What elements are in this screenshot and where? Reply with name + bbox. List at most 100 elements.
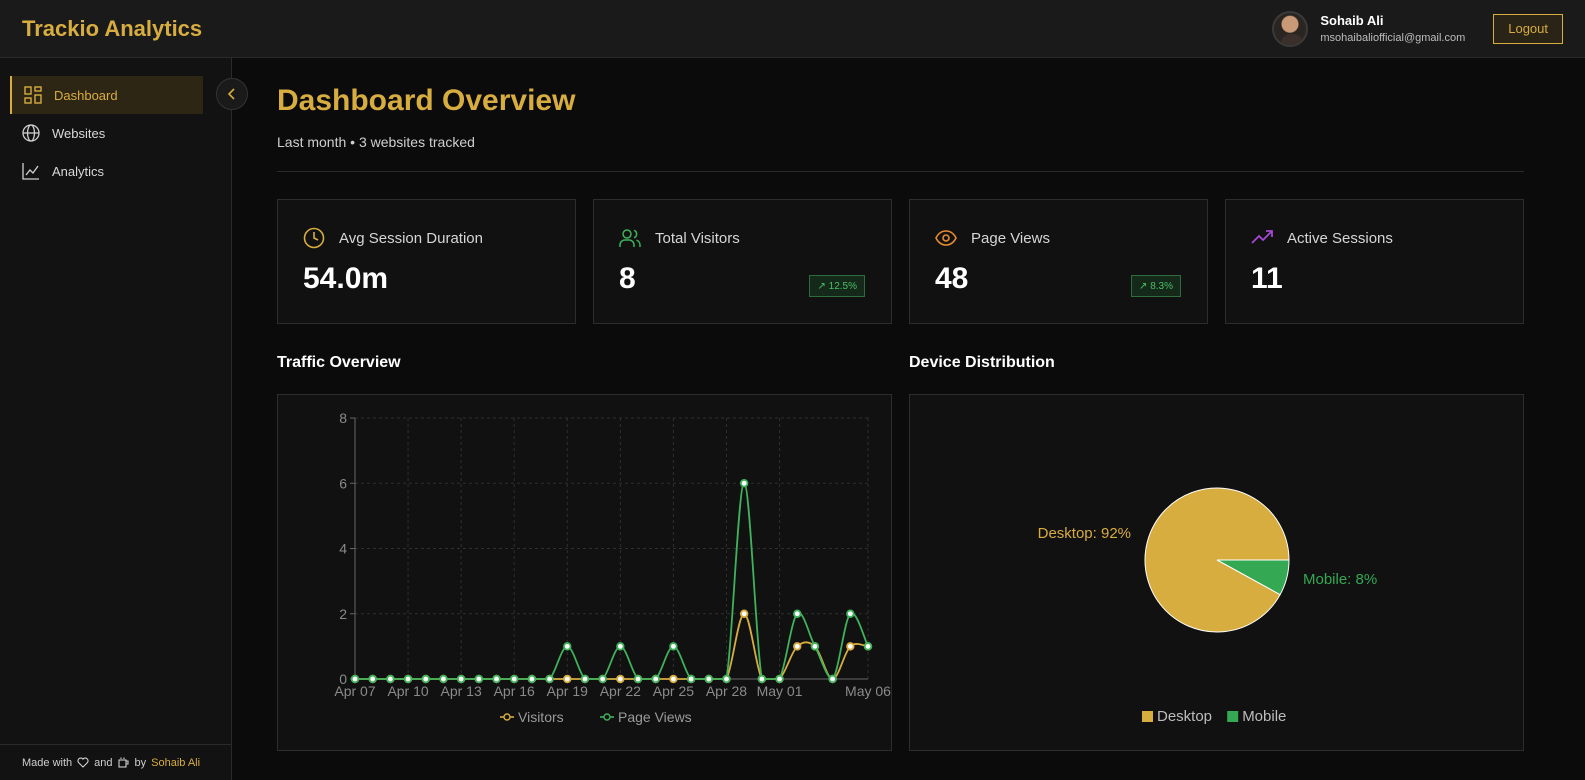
series-line bbox=[355, 482, 869, 680]
data-point bbox=[775, 674, 784, 684]
footer-author-link[interactable]: Sohaib Ali bbox=[151, 756, 201, 769]
data-point bbox=[739, 609, 749, 618]
x-tick-label: May 06 bbox=[845, 683, 891, 699]
data-point bbox=[368, 674, 377, 684]
chevron-left-icon bbox=[227, 88, 235, 100]
sidebar-item-websites[interactable]: Websites bbox=[10, 114, 203, 152]
data-point bbox=[863, 642, 873, 651]
trend-badge: ↗ 12.5% bbox=[809, 275, 865, 297]
avatar[interactable] bbox=[1272, 10, 1309, 47]
legend-marker bbox=[503, 713, 511, 721]
stat-label: Avg Session Duration bbox=[339, 229, 483, 247]
sidebar: Dashboard Websites Analytics Made with a… bbox=[0, 58, 248, 780]
data-point bbox=[580, 674, 590, 684]
data-point bbox=[739, 479, 749, 488]
user-name: Sohaib Ali bbox=[1320, 13, 1384, 28]
sidebar-item-analytics[interactable]: Analytics bbox=[10, 152, 203, 190]
device-chart-panel: Desktop: 92% Mobile: 8% Desktop Mobile bbox=[909, 394, 1524, 751]
x-tick-label: Apr 28 bbox=[706, 683, 747, 699]
legend-label: Desktop bbox=[1157, 708, 1212, 725]
data-point bbox=[793, 642, 802, 651]
stat-value: 48 bbox=[935, 262, 969, 295]
data-point bbox=[669, 642, 678, 651]
data-point bbox=[828, 674, 837, 684]
data-point bbox=[793, 609, 802, 618]
logout-button[interactable]: Logout bbox=[1493, 13, 1563, 44]
legend-label: Page Views bbox=[618, 709, 692, 725]
data-point bbox=[846, 642, 855, 651]
data-point bbox=[598, 674, 607, 684]
pie-label-mobile: Mobile: 8% bbox=[1303, 571, 1377, 588]
footer-by: by bbox=[134, 756, 147, 769]
footer-prefix: Made with bbox=[22, 756, 73, 769]
data-point bbox=[616, 642, 625, 651]
data-point bbox=[386, 674, 395, 684]
legend-swatch bbox=[1227, 711, 1239, 722]
sidebar-item-dashboard[interactable]: Dashboard bbox=[10, 76, 203, 114]
data-point bbox=[563, 674, 572, 684]
stat-value: 54.0m bbox=[303, 262, 389, 295]
user-email: msohaibaliofficial@gmail.com bbox=[1320, 32, 1466, 44]
divider bbox=[277, 171, 1524, 172]
x-tick-label: Apr 22 bbox=[600, 683, 641, 699]
trend-badge: ↗ 8.3% bbox=[1131, 275, 1181, 297]
sidebar-footer: Made with and by Sohaib Ali bbox=[0, 744, 232, 780]
page-subtitle: Last month • 3 websites tracked bbox=[277, 134, 475, 150]
data-point bbox=[686, 674, 696, 684]
clock-icon bbox=[303, 227, 325, 249]
sidebar-item-label: Analytics bbox=[52, 163, 105, 179]
y-tick-label: 2 bbox=[339, 606, 347, 622]
user-info: Sohaib Ali msohaibaliofficial@gmail.com bbox=[1320, 13, 1465, 44]
x-tick-label: Apr 25 bbox=[653, 683, 694, 699]
data-point bbox=[616, 674, 625, 684]
stat-label: Total Visitors bbox=[655, 229, 740, 247]
sidebar-item-label: Websites bbox=[52, 125, 106, 141]
data-point bbox=[722, 674, 731, 684]
pie-slice-desktop bbox=[1144, 487, 1290, 633]
data-point bbox=[421, 674, 430, 684]
data-point bbox=[474, 674, 484, 684]
data-point bbox=[545, 674, 554, 684]
data-point bbox=[810, 642, 820, 651]
page-title: Dashboard Overview bbox=[277, 84, 576, 117]
y-tick-label: 6 bbox=[339, 475, 347, 491]
device-pie-chart: Desktop: 92% Mobile: 8% Desktop Mobile bbox=[1038, 487, 1377, 725]
y-tick-label: 4 bbox=[339, 541, 347, 557]
top-bar: Trackio Analytics Sohaib Ali msohaibalio… bbox=[0, 0, 1585, 58]
data-point bbox=[846, 609, 855, 618]
data-point bbox=[439, 674, 448, 684]
data-point bbox=[757, 674, 767, 684]
data-point bbox=[633, 674, 643, 684]
stat-value: 8 bbox=[619, 262, 636, 295]
sidebar-item-label: Dashboard bbox=[54, 87, 118, 103]
y-tick-label: 0 bbox=[339, 671, 347, 687]
stat-card-page-views: Page Views 48 ↗ 8.3% bbox=[909, 199, 1208, 324]
stat-label: Active Sessions bbox=[1287, 229, 1393, 247]
stat-value: 11 bbox=[1251, 262, 1283, 295]
globe-icon bbox=[22, 124, 40, 142]
data-point bbox=[527, 674, 537, 684]
stat-label: Page Views bbox=[971, 229, 1050, 247]
main-content: Dashboard Overview Last month • 3 websit… bbox=[232, 58, 1585, 780]
series-line bbox=[355, 612, 869, 680]
data-point bbox=[704, 674, 713, 684]
data-point bbox=[350, 674, 360, 684]
traffic-overview-title: Traffic Overview bbox=[277, 354, 401, 371]
trending-up-icon bbox=[1251, 230, 1273, 244]
data-point bbox=[510, 674, 519, 684]
data-point bbox=[563, 642, 572, 651]
collapse-sidebar-button[interactable] bbox=[216, 78, 248, 110]
data-point bbox=[492, 674, 501, 684]
eye-icon bbox=[935, 230, 957, 246]
footer-and: and bbox=[94, 756, 113, 769]
legend-swatch bbox=[1142, 711, 1153, 722]
brand-title[interactable]: Trackio Analytics bbox=[22, 15, 203, 41]
data-point bbox=[456, 674, 466, 684]
x-tick-label: Apr 16 bbox=[494, 683, 535, 699]
stat-card-active-sessions: Active Sessions 11 bbox=[1225, 199, 1524, 324]
x-tick-label: Apr 19 bbox=[547, 683, 588, 699]
data-point bbox=[669, 674, 678, 684]
traffic-chart-panel: 0 2 4 6 8 Apr 07 Apr 10 Apr 13 Apr 16 Apr 19 Apr 2… bbox=[277, 394, 892, 751]
stat-card-total-visitors: Total Visitors 8 ↗ 12.5% bbox=[593, 199, 892, 324]
pie-label-desktop: Desktop: 92% bbox=[1038, 525, 1131, 542]
